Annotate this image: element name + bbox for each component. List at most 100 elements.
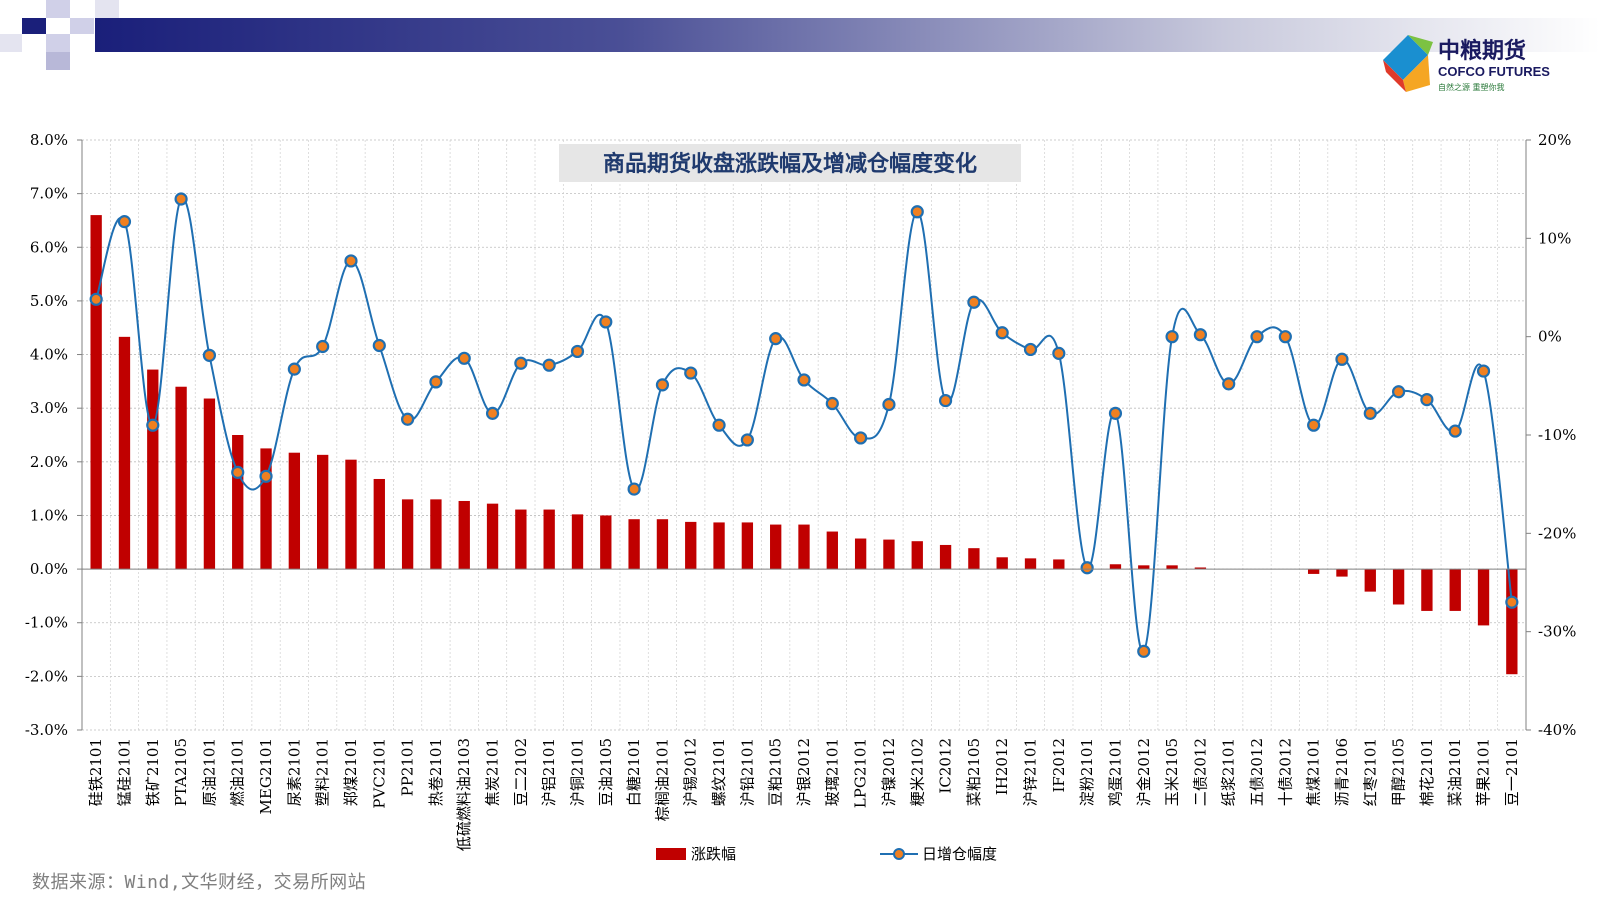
x-tick-label: 原油2101 [200, 738, 218, 806]
x-tick-label: PP2101 [399, 738, 417, 796]
bar [968, 548, 980, 570]
x-tick-label: 沪铅2101 [738, 738, 756, 806]
y-right-tick-label: -40% [1538, 721, 1576, 739]
bar [1053, 559, 1065, 570]
bar [798, 524, 810, 570]
x-tick-label: 沥青2106 [1333, 738, 1351, 806]
y-right-tick-label: -30% [1538, 623, 1576, 641]
bar [1194, 567, 1207, 570]
x-tick-label: 棉花2101 [1418, 738, 1436, 806]
x-tick-label: 焦煤2101 [1305, 738, 1323, 806]
line-point [146, 418, 160, 432]
bar [1166, 565, 1178, 570]
x-tick-label: 沪银2012 [795, 738, 813, 806]
x-tick-label: 玻璃2101 [823, 738, 841, 806]
y-left-tick-label: 5.0% [30, 292, 68, 310]
line-point [1108, 406, 1123, 420]
x-tick-label: 十债2012 [1276, 738, 1294, 806]
bar [401, 499, 414, 570]
line-point [797, 373, 811, 387]
x-tick-label: 甲醇2105 [1390, 738, 1408, 806]
x-tick-label: 淀粉2101 [1078, 738, 1096, 806]
line-point [1137, 644, 1151, 658]
line-point [1363, 406, 1377, 420]
line-point [1193, 328, 1207, 342]
bar [713, 522, 725, 570]
bar [741, 522, 754, 570]
bar [515, 509, 527, 570]
bar [1449, 569, 1461, 611]
x-tick-label: 五债2012 [1248, 738, 1266, 806]
x-tick-label: MEG2101 [257, 738, 275, 814]
x-tick-label: 豆油2105 [597, 738, 615, 806]
line-point [854, 431, 868, 445]
x-tick-label: 菜油2101 [1446, 738, 1464, 806]
bar [1364, 569, 1376, 592]
line-point [1080, 561, 1094, 575]
x-tick-label: PTA2105 [172, 738, 190, 806]
line-point [202, 348, 217, 362]
bar [1336, 569, 1348, 577]
line-point [485, 406, 500, 420]
line-point [1307, 418, 1321, 432]
x-tick-label: 焦炭2101 [484, 738, 502, 806]
chart-title-box: 商品期货收盘涨跌幅及增减仓幅度变化 [559, 144, 1021, 182]
bar [1506, 569, 1518, 675]
y-left-tick-label: 7.0% [30, 185, 68, 203]
x-tick-label: 二债2012 [1191, 738, 1209, 806]
line-point [344, 254, 358, 268]
bar [147, 369, 159, 570]
bar [1138, 565, 1150, 570]
x-tick-label: 螺纹2101 [710, 738, 728, 806]
line-point [372, 338, 386, 353]
x-tick-label: 塑料2101 [314, 738, 332, 806]
y-left-tick-label: -2.0% [25, 667, 68, 685]
bar [288, 452, 301, 570]
line-point [825, 396, 839, 411]
bar [628, 519, 640, 570]
x-tick-label: 铁矿2101 [144, 738, 162, 806]
x-tick-label: 豆粕2105 [767, 738, 785, 806]
x-tick-label: 沪锌2101 [1022, 738, 1040, 806]
bar [430, 499, 442, 570]
y-left-tick-label: 8.0% [30, 131, 68, 149]
line-point [1391, 385, 1406, 399]
bar [260, 448, 272, 570]
x-tick-label: 沪铝2101 [540, 738, 558, 806]
bar [232, 435, 244, 570]
y-left-tick-label: 3.0% [30, 399, 68, 417]
y-left-tick-label: 2.0% [30, 453, 68, 471]
legend: 涨跌幅 日增仓幅度 [656, 845, 997, 863]
bar [996, 557, 1008, 570]
line-point [627, 482, 641, 496]
line-point [1420, 393, 1434, 407]
x-tick-label: 菜粕2105 [965, 738, 983, 806]
x-tick-label: 沪金2012 [1135, 738, 1153, 806]
y-left-tick-label: 6.0% [30, 238, 68, 256]
line-point [401, 412, 415, 426]
x-tick-label: 郑煤2101 [342, 738, 360, 806]
bar [571, 514, 584, 570]
line-point [117, 215, 132, 229]
bar [939, 544, 952, 570]
x-tick-label: 沪锡2012 [682, 738, 700, 806]
line-point [570, 344, 585, 359]
line-point [1476, 364, 1491, 378]
x-tick-label: 玉米2105 [1163, 738, 1181, 806]
y-left-tick-label: -1.0% [25, 614, 68, 632]
bar [317, 454, 329, 570]
line-point [89, 292, 103, 306]
y-left-tick-label: 1.0% [30, 506, 68, 524]
line-point [1278, 330, 1292, 344]
bar [1421, 569, 1433, 611]
legend-label-bar: 涨跌幅 [691, 845, 736, 863]
line-point [1335, 352, 1349, 366]
bar [911, 541, 923, 570]
bar [1477, 569, 1490, 626]
line-point [910, 205, 924, 219]
line-point [287, 362, 301, 376]
x-tick-label: 燃油2101 [229, 738, 247, 806]
x-tick-label: 低硫燃料油2103 [455, 738, 473, 851]
y-left-tick-label: 0.0% [30, 560, 68, 578]
header-banner [0, 0, 1600, 70]
